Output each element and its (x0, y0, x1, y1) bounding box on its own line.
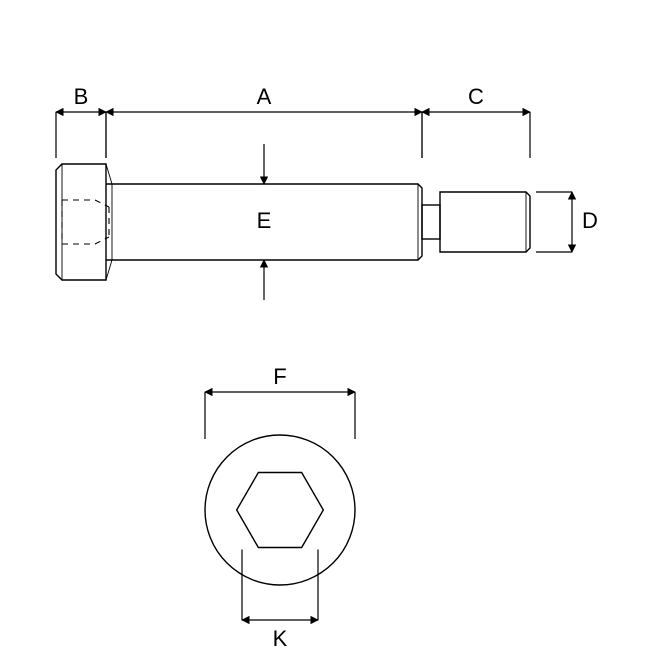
dimension-label-f: F (273, 364, 286, 389)
front-view (205, 435, 355, 585)
screw-dimension-diagram: B A C D E F K (0, 0, 670, 670)
dimension-label-e: E (257, 208, 272, 233)
dimension-label-b: B (74, 84, 89, 109)
dimension-label-c: C (468, 84, 484, 109)
side-view (56, 164, 530, 280)
dimension-label-a: A (257, 84, 272, 109)
dimension-label-k: K (273, 626, 288, 651)
dimension-annotations: B A C D E F K (56, 84, 598, 651)
dimension-label-d: D (582, 208, 598, 233)
